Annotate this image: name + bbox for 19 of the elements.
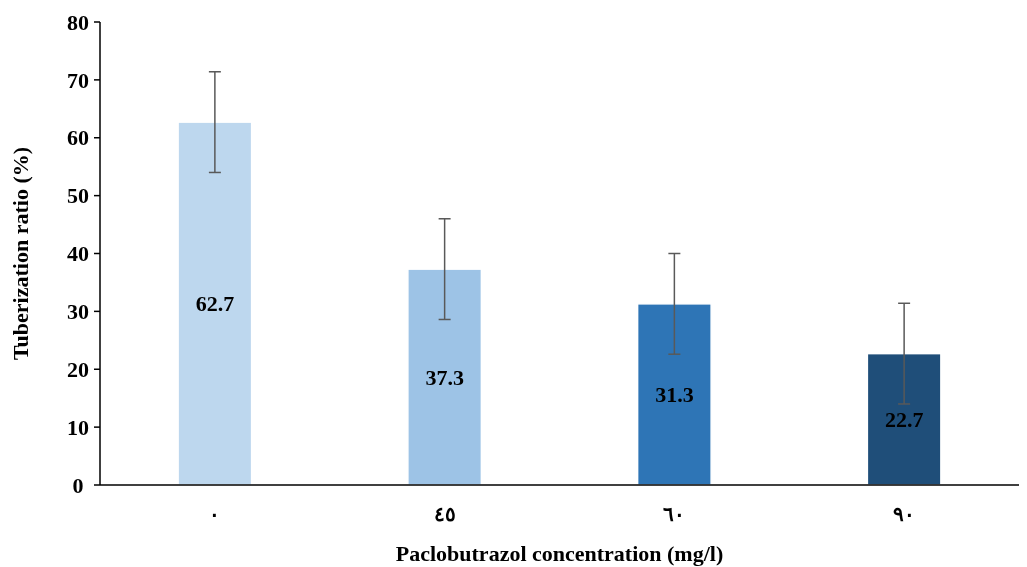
data-label: 22.7 — [884, 407, 924, 433]
y-tick-label: 50 — [67, 183, 89, 209]
x-tick-label: ٤٥ — [433, 503, 456, 525]
y-tick-label: 60 — [67, 125, 89, 151]
x-tick-label: ٦٠ — [663, 503, 686, 525]
x-axis-title: Paclobutrazol concentration (mg/l) — [395, 541, 724, 566]
y-tick-label: 70 — [67, 67, 89, 93]
y-tick-label: 10 — [67, 414, 89, 440]
y-axis-title: Tuberization ratio (%) — [8, 146, 33, 361]
x-tick-label: ٠ — [209, 503, 221, 525]
y-tick-label: 40 — [67, 241, 89, 267]
y-tick-label: 30 — [67, 299, 89, 325]
x-tick-label: ٩٠ — [893, 503, 916, 525]
y-tick-label: 20 — [67, 356, 89, 382]
y-tick-label: 0 — [72, 472, 84, 498]
y-tick-label: 80 — [67, 9, 89, 35]
data-label: 37.3 — [425, 364, 464, 390]
data-label: 31.3 — [655, 382, 694, 408]
data-label: 62.7 — [195, 291, 235, 317]
